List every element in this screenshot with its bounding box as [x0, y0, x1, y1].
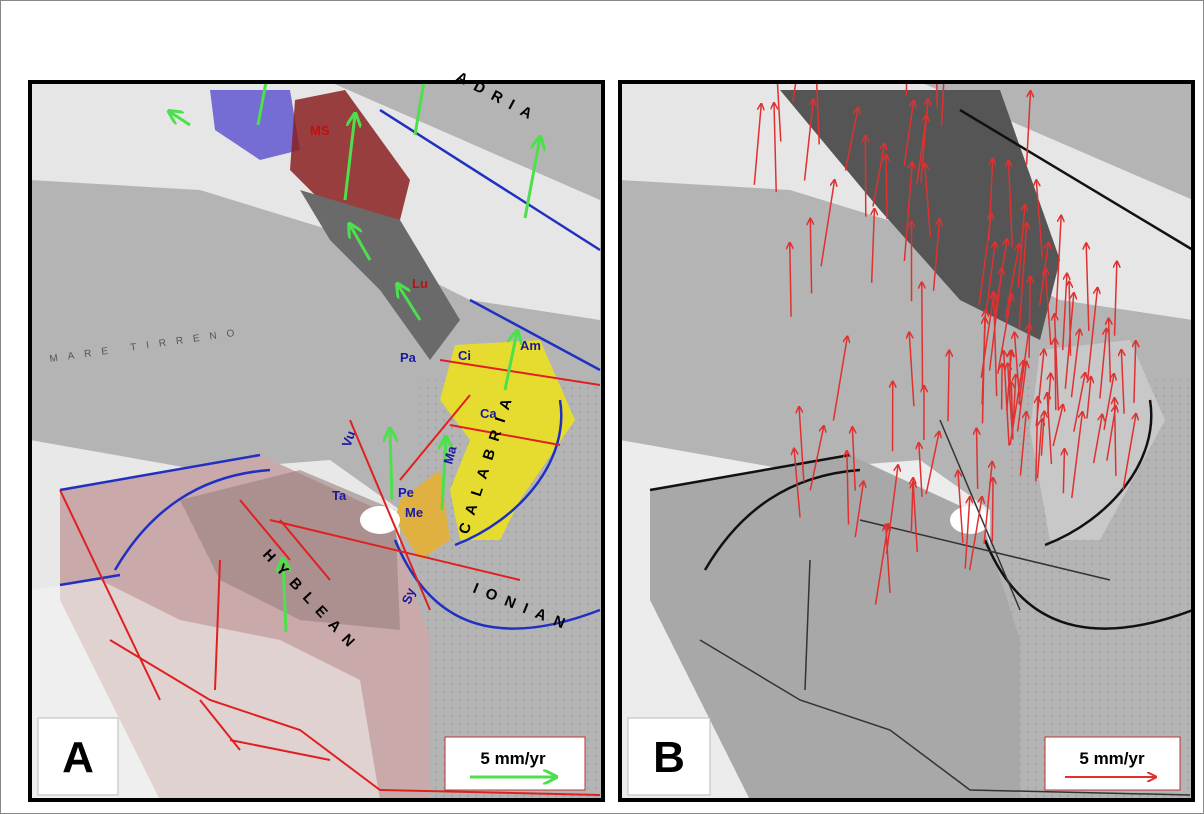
site-label: Pa: [400, 350, 417, 365]
site-label: Me: [405, 505, 423, 520]
panel-label: A: [62, 733, 94, 782]
site-label: Ta: [332, 488, 347, 503]
panel-label: B: [653, 733, 685, 782]
site-label: Ci: [458, 348, 471, 363]
velocity-arrow: [1063, 450, 1064, 494]
scale-label: 5 mm/yr: [480, 749, 546, 768]
site-label: Ca: [480, 406, 497, 421]
figure: ADRIA CALABRIA HYBLEAN IONIAN MARE TIRRE…: [0, 0, 1204, 814]
scale-label: 5 mm/yr: [1079, 749, 1145, 768]
site-label: Pe: [398, 485, 414, 500]
velocity-arrow: [1055, 339, 1056, 410]
site-label: MS: [310, 123, 330, 138]
site-label: Am: [520, 338, 541, 353]
velocity-arrow: [1002, 365, 1003, 410]
map-b: [620, 13, 1200, 800]
map-a: [30, 50, 620, 800]
velocity-arrow: [992, 478, 993, 541]
site-label: Lu: [412, 276, 428, 291]
velocity-arrow: [922, 283, 923, 389]
